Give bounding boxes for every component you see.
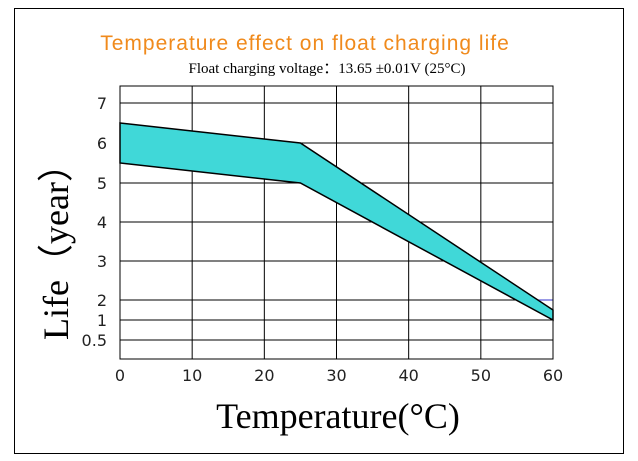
grid (120, 86, 553, 359)
x-tick-label: 30 (326, 366, 346, 385)
x-axis-label: Temperature(°C) (216, 396, 460, 436)
x-tick-label: 60 (543, 366, 563, 385)
y-tick-label: 3 (97, 252, 107, 271)
y-tick-label: 6 (97, 134, 107, 153)
chart-frame (14, 8, 624, 454)
y-tick-label: 1 (97, 311, 107, 330)
y-tick-label: 0.5 (82, 331, 107, 350)
y-tick-labels: 0.512 3 4 5 6 7 (82, 94, 107, 350)
plot-area (119, 85, 554, 360)
y-tick-label: 2 (97, 291, 107, 310)
x-tick-label: 50 (471, 366, 491, 385)
x-tick-label: 40 (398, 366, 418, 385)
y-tick-label: 7 (97, 94, 107, 113)
x-tick-label: 20 (254, 366, 274, 385)
chart-title: Temperature effect on float charging lif… (100, 32, 510, 55)
y-tick-label: 5 (97, 174, 107, 193)
chart-subtitle: Float charging voltage：13.65 ±0.01V (25°… (189, 61, 466, 77)
y-axis-label: Life（year） (36, 146, 76, 340)
x-tick-label: 0 (115, 366, 125, 385)
y-tick-label: 4 (97, 213, 107, 232)
x-tick-label: 10 (182, 366, 202, 385)
x-tick-labels: 0 10 20 30 40 50 60 (115, 366, 563, 385)
